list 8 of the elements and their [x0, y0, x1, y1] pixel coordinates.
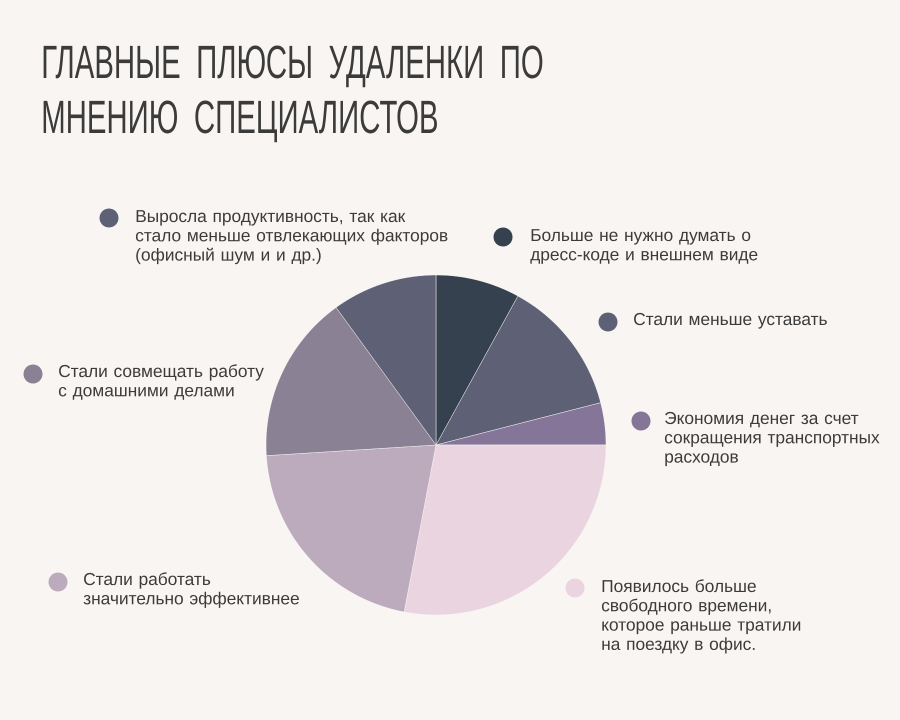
legend-label: Экономия денег за счет сокращения транспортных расходов [664, 412, 880, 466]
legend-label: Появилось больше свободного времени, которое раньше тратили на поездку в офис. [602, 579, 800, 654]
legend-label: Больше не нужно думать о дресс-коде и внешнем виде [530, 229, 758, 264]
legend-label: Стали работать значительно эффективнее [84, 572, 299, 608]
legend-label: Выросла продуктивность, так как стало меньше отвлекающих факторов (офисный шум и и др.) [136, 210, 448, 264]
chart-title: ГЛАВНЫЕ ПЛЮСЫ УДАЛЕНКИ ПО МНЕНИЮ СПЕЦИАЛИСТОВ [44, 45, 542, 142]
legend-label: Стали меньше уставать [634, 312, 827, 329]
legend-label: Стали совмещать работу с домашними делами [58, 364, 264, 400]
